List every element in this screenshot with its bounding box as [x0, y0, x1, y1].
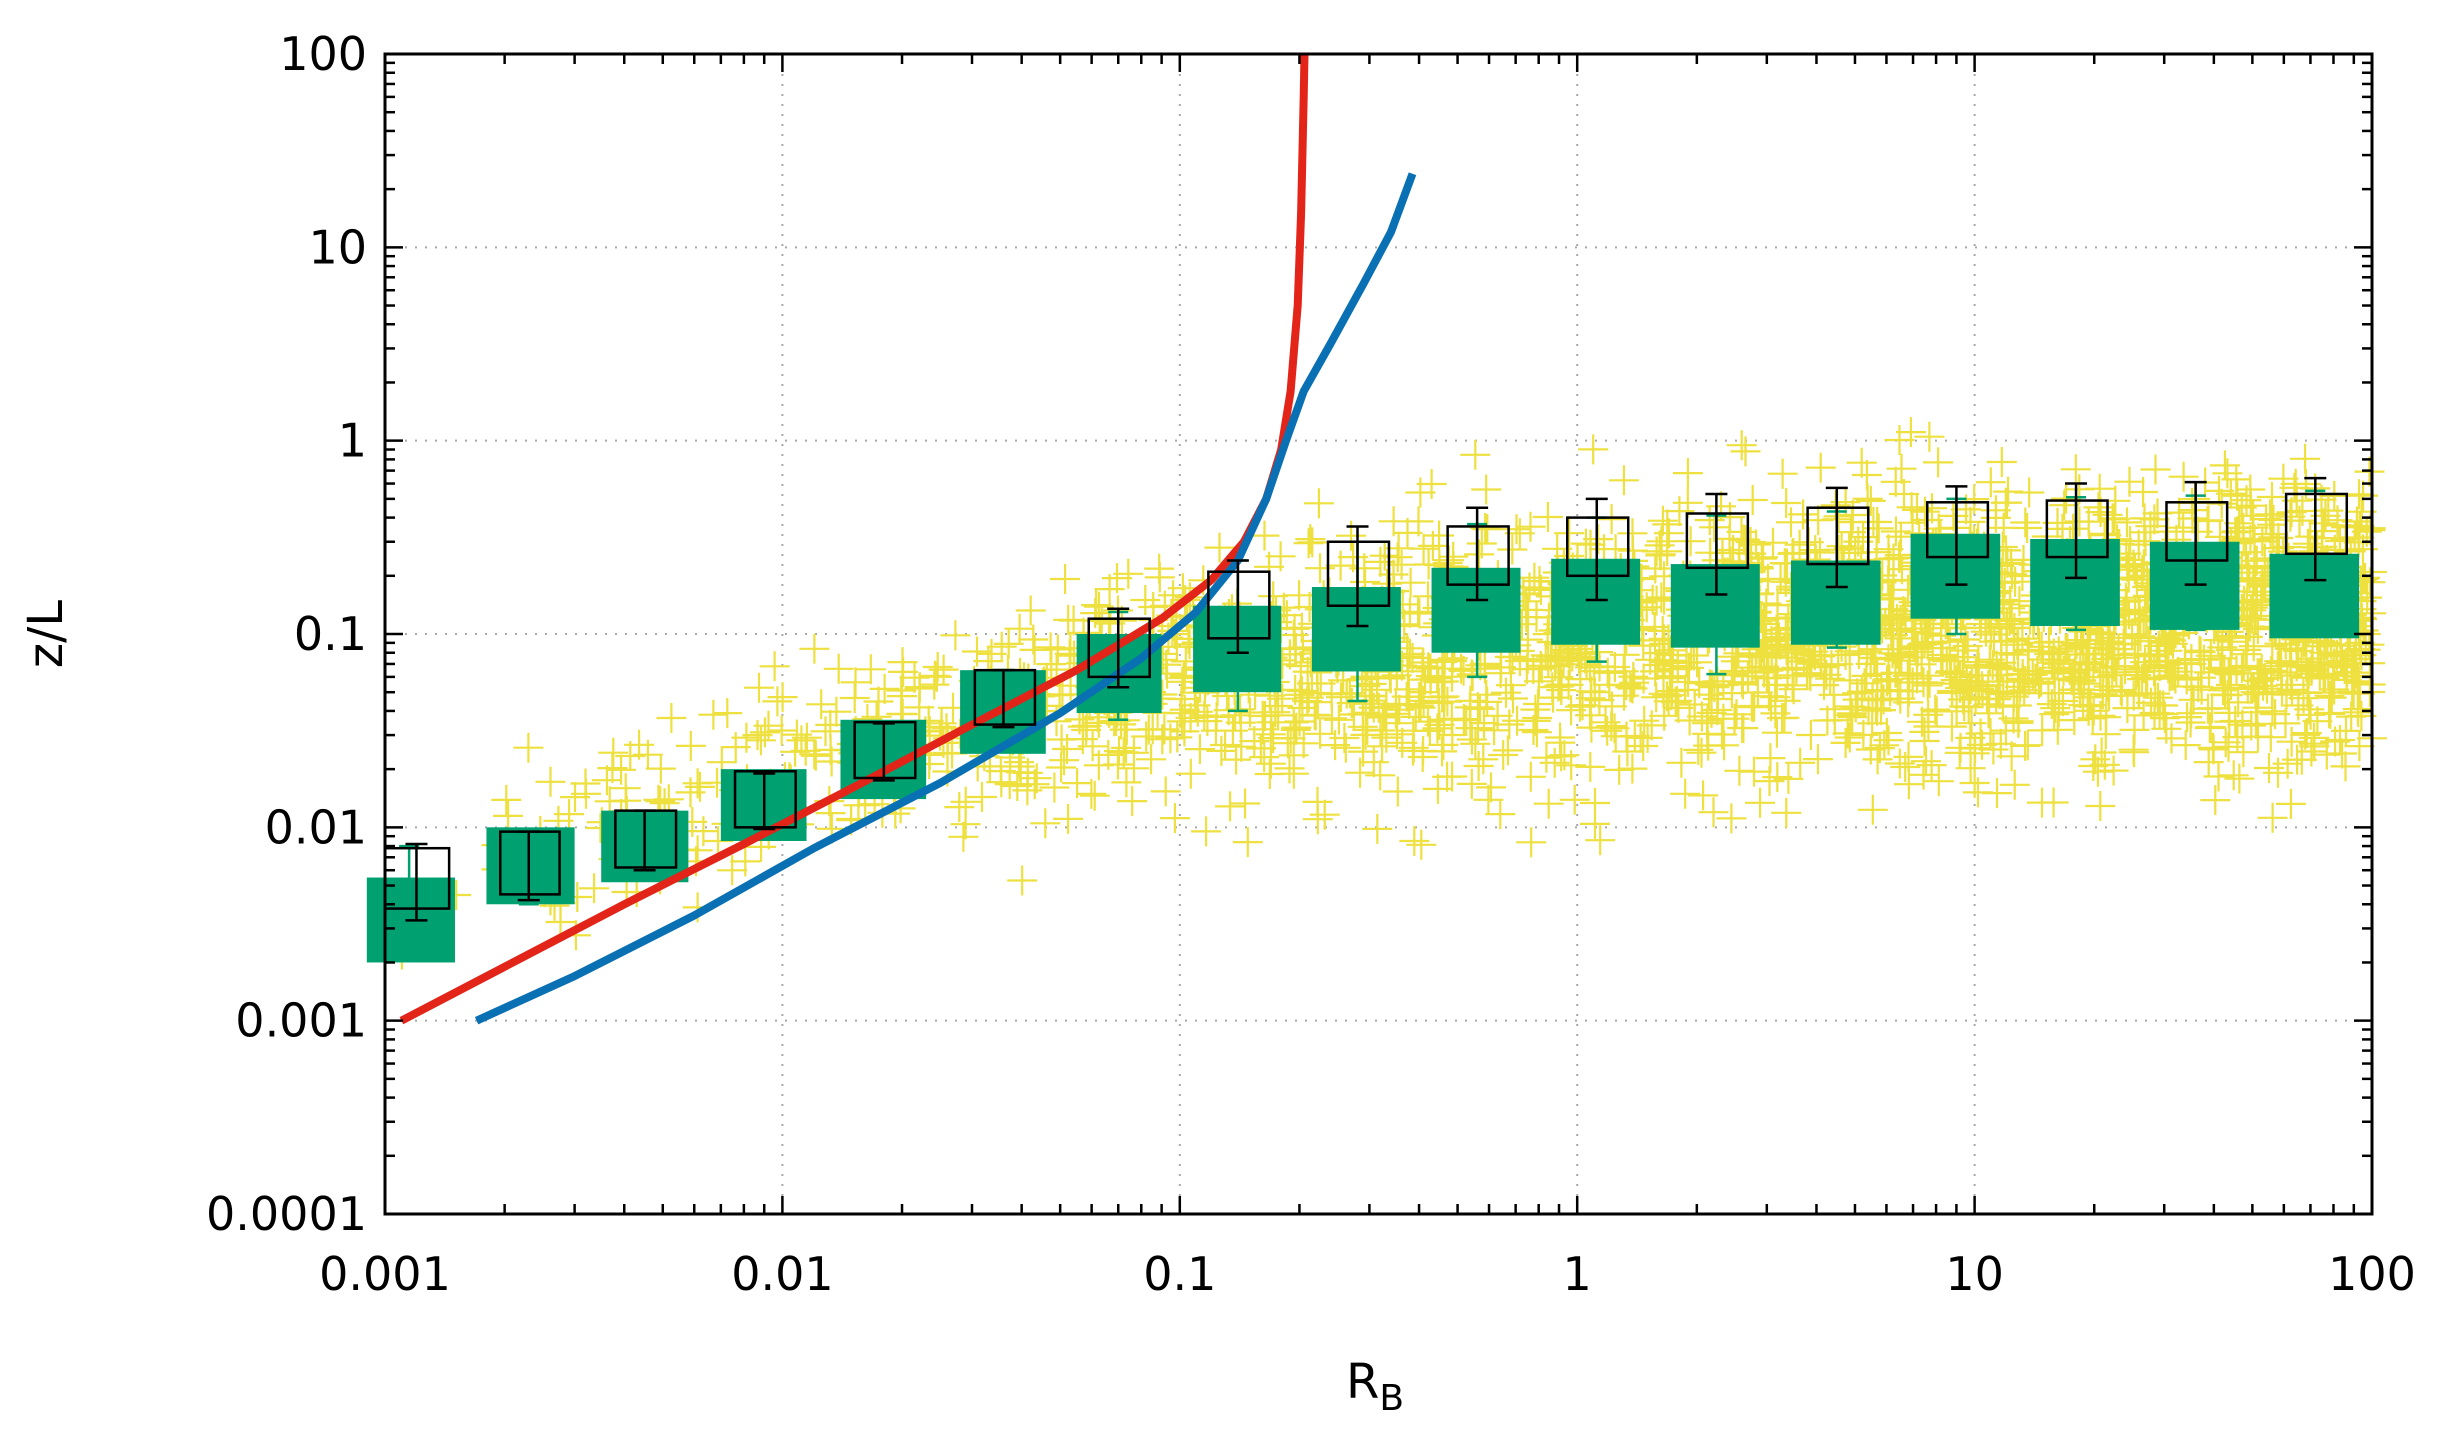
- blue-curve: [474, 172, 1417, 1025]
- open-box-errorbar: [992, 668, 1015, 729]
- open-box-errorbar: [633, 809, 656, 872]
- open-box-errorbar: [517, 830, 540, 902]
- x-axis-tick-labels: 0.001 0.01 0.1 1 10 100: [319, 1247, 2416, 1301]
- open-box: [499, 830, 561, 902]
- open-box: [733, 770, 797, 831]
- x-tick-label: 1: [1563, 1247, 1592, 1301]
- open-box: [1446, 506, 1510, 602]
- filled-box: [366, 844, 455, 963]
- open-box-errorbar: [2065, 482, 2088, 580]
- x-tick-label: 10: [1945, 1247, 2004, 1301]
- x-tick-label: 0.001: [319, 1247, 451, 1301]
- open-box: [2165, 480, 2229, 586]
- y-axis-label: z/L: [18, 600, 74, 668]
- open-box-errorbar: [753, 772, 776, 831]
- open-box-errorbar: [2184, 480, 2207, 586]
- y-tick-label: 10: [308, 220, 367, 274]
- open-box: [2045, 482, 2109, 580]
- filled-box: [1311, 540, 1401, 703]
- open-box: [1685, 492, 1750, 596]
- open-box-errorbar: [1945, 485, 1968, 586]
- open-box: [1806, 486, 1870, 589]
- open-box: [853, 720, 917, 782]
- open-box-errorbar: [1585, 497, 1608, 602]
- open-box-errorbar: [1226, 559, 1249, 654]
- x-axis-label: RB: [1346, 1354, 1404, 1419]
- x-tick-label: 0.01: [731, 1247, 833, 1301]
- open-box: [1925, 485, 1990, 586]
- y-tick-label: 0.0001: [206, 1187, 367, 1241]
- x-axis-label-subscript: B: [1379, 1378, 1404, 1419]
- y-tick-label: 1: [338, 414, 367, 468]
- open-box-errorbar: [872, 722, 895, 782]
- open-box: [1207, 559, 1271, 654]
- open-box-errorbar: [1346, 525, 1369, 628]
- open-box-errorbar: [1705, 492, 1728, 596]
- open-box: [1566, 497, 1630, 602]
- open-box-errorbar: [1825, 486, 1848, 589]
- y-axis-tick-labels: 0.0001 0.001 0.01 0.1 1 10 100: [206, 27, 367, 1241]
- open-box-errorbar: [1107, 607, 1130, 689]
- y-tick-label: 0.01: [265, 800, 367, 854]
- open-box-errorbar: [2304, 476, 2327, 582]
- x-tick-label: 100: [2328, 1247, 2416, 1301]
- y-tick-label: 0.1: [294, 607, 367, 661]
- model-curves: [399, 53, 1417, 1025]
- red-curve: [399, 53, 1309, 1025]
- open-box: [614, 809, 678, 872]
- open-box-errorbar: [405, 842, 428, 922]
- x-tick-label: 0.1: [1143, 1247, 1216, 1301]
- open-box: [1087, 607, 1151, 689]
- y-tick-label: 0.001: [235, 994, 367, 1048]
- open-box: [2284, 476, 2349, 582]
- open-box-series: [383, 476, 2349, 922]
- y-tick-label: 100: [279, 27, 367, 81]
- open-box-errorbar: [1466, 506, 1489, 602]
- open-box: [1326, 525, 1391, 628]
- axis-ticks: [383, 54, 2372, 1216]
- open-box: [973, 668, 1037, 729]
